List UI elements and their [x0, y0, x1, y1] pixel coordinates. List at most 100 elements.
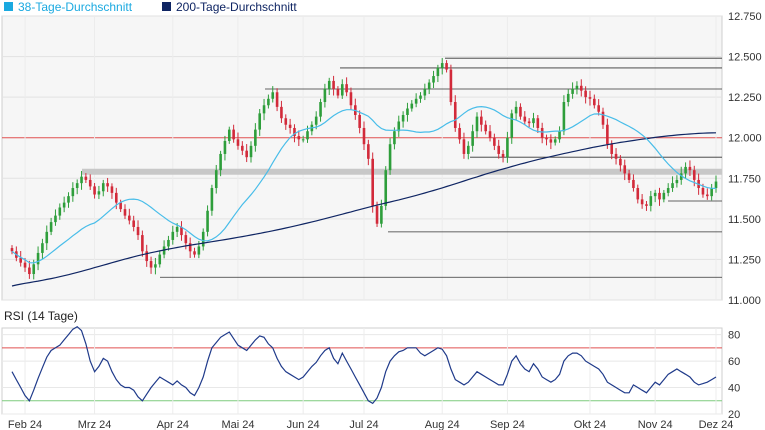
candle	[558, 126, 561, 143]
candle	[101, 179, 105, 197]
candle	[367, 139, 370, 166]
candle	[649, 190, 653, 212]
candle	[536, 114, 540, 134]
rsi-gridlines	[2, 328, 722, 415]
candle	[71, 182, 75, 202]
candle	[106, 177, 109, 192]
candle	[445, 60, 448, 73]
candle	[532, 112, 535, 128]
candle	[645, 201, 648, 211]
candle	[562, 95, 566, 136]
legend-label-sma200: 200-Tage-Durchschnitt	[176, 0, 297, 14]
x-tick-label: Apr 24	[157, 419, 189, 430]
candle	[232, 124, 235, 143]
rsi-plot-area	[1, 327, 723, 415]
candle	[584, 86, 587, 104]
candle	[241, 141, 244, 156]
candle	[123, 204, 127, 220]
price-y-tick-label: 12.000	[728, 133, 762, 145]
rsi-title: RSI (14 Tage)	[4, 309, 78, 323]
candle	[388, 138, 392, 175]
rsi-panel: 20 40 60 80 RSI (14 Tage)	[1, 309, 740, 421]
candle	[640, 194, 644, 209]
rsi-y-tick-label: 80	[728, 330, 740, 342]
candle	[440, 58, 444, 75]
x-tick-label: Feb 24	[8, 419, 42, 430]
candle	[471, 124, 474, 152]
candle	[662, 189, 666, 203]
candle	[614, 148, 618, 165]
candle	[332, 75, 335, 96]
candle	[210, 184, 214, 216]
candle	[141, 230, 144, 257]
candle	[545, 134, 548, 146]
price-panel: 11.000 11.250 11.500 11.750 12.000 12.250 12.5…	[1, 11, 762, 307]
candle	[684, 162, 687, 179]
candle	[636, 184, 640, 204]
candle	[593, 94, 596, 109]
legend-swatch-sma38	[4, 2, 13, 11]
candle	[236, 132, 240, 150]
candle	[462, 132, 466, 159]
candle	[666, 183, 670, 197]
x-tick-label: Mrz 24	[78, 419, 112, 430]
candle	[336, 86, 340, 99]
price-y-tick-label: 11.750	[728, 173, 761, 185]
candle	[571, 82, 574, 99]
price-y-tick-label: 12.250	[728, 92, 762, 104]
candle	[80, 170, 83, 190]
candle	[249, 141, 253, 163]
candle	[267, 94, 270, 109]
x-tick-label: Sep 24	[490, 419, 525, 430]
x-tick-label: Okt 24	[574, 419, 606, 430]
candle	[345, 77, 348, 97]
candle	[627, 169, 631, 183]
candle	[466, 141, 470, 160]
candle	[401, 111, 405, 128]
candle	[549, 134, 553, 150]
candle	[314, 111, 318, 130]
candle	[527, 118, 531, 128]
candle	[154, 257, 157, 275]
candle	[553, 136, 557, 146]
candle	[432, 70, 435, 89]
x-tick-label: Jun 24	[287, 419, 320, 430]
x-tick-label: Mai 24	[221, 419, 254, 430]
candle	[688, 160, 692, 177]
candle	[601, 107, 605, 129]
candle	[710, 183, 713, 201]
legend-swatch-sma200	[162, 2, 171, 11]
rsi-y-tick-label: 20	[728, 409, 740, 421]
candle	[706, 188, 709, 200]
candle	[110, 183, 114, 199]
candle	[301, 135, 305, 143]
candle	[358, 110, 361, 134]
candle	[475, 112, 479, 138]
candle	[128, 208, 131, 225]
candle	[658, 187, 661, 206]
candle	[519, 103, 522, 120]
candle	[49, 217, 53, 236]
x-tick-label: Dez 24	[699, 419, 734, 430]
candle	[206, 205, 209, 237]
candle	[397, 115, 401, 137]
candle	[493, 133, 496, 151]
candle	[606, 118, 609, 149]
candle	[10, 245, 14, 255]
candle	[201, 228, 205, 251]
candle	[19, 250, 22, 267]
candle	[145, 244, 149, 267]
candle	[41, 238, 44, 260]
rsi-y-tick-label: 60	[728, 356, 740, 368]
price-plot-area	[1, 15, 723, 301]
candle	[171, 225, 175, 245]
candle	[340, 79, 344, 99]
candle	[297, 130, 301, 146]
candle	[393, 127, 396, 150]
candle	[132, 215, 135, 232]
price-gridlines	[2, 15, 722, 301]
candle	[497, 139, 501, 159]
candle	[362, 121, 366, 151]
candle	[288, 118, 292, 134]
